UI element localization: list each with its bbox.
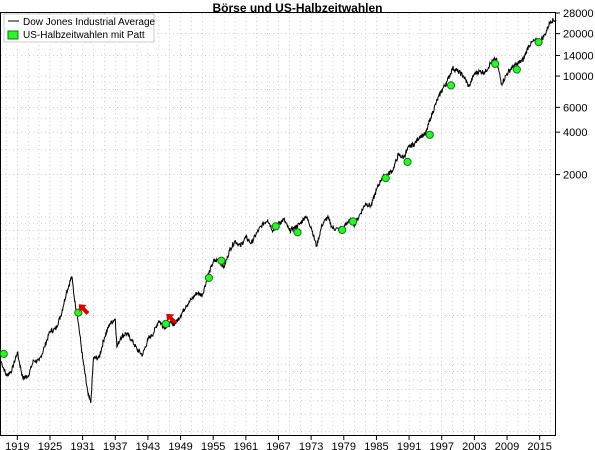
midterm-marker: [446, 81, 456, 90]
x-tick-label: 1919: [5, 441, 29, 450]
midterm-marker: [425, 130, 434, 139]
midterm-marker: [161, 319, 170, 328]
x-tick-label: 1943: [136, 441, 160, 450]
x-tick-label: 1925: [38, 441, 62, 450]
y-tick-label: 28000: [563, 8, 594, 20]
x-tick-label: 1985: [364, 441, 388, 450]
midterm-marker: [293, 228, 302, 237]
x-tick-label: 2009: [495, 441, 519, 450]
midterm-marker: [0, 349, 8, 358]
red-arrow-shape: [78, 304, 90, 315]
midterm-marker: [491, 59, 500, 68]
legend-label-halbzeitwahlen: US-Halbzeitwahlen mit Patt: [23, 30, 145, 41]
x-tick-label: 1961: [234, 441, 258, 450]
x-tick-label: 1967: [266, 441, 290, 450]
red-arrow: [166, 313, 177, 325]
x-tick-label: 1949: [168, 441, 192, 450]
legend: Dow Jones Industrial Average US-Halbzeit…: [3, 13, 156, 43]
x-tick-label: 1937: [103, 441, 127, 450]
legend-marker-swatch: [7, 30, 19, 40]
chart-title: Börse und US-Halbzeitwahlen: [212, 1, 383, 15]
midterm-marker: [217, 256, 226, 265]
axes: 1919 1925 1931 1937 1943 1949 1955 1961 1967 1973…: [5, 8, 594, 450]
x-tick-label: 1973: [299, 441, 323, 450]
y-tick-label: 20000: [563, 29, 594, 41]
y-tick-label: 2000: [563, 170, 587, 182]
y-tick-label: 14000: [563, 50, 594, 62]
midterm-marker: [512, 65, 521, 74]
red-arrow: [78, 304, 90, 315]
red-arrow-shape: [166, 313, 177, 325]
legend-box: [3, 13, 155, 43]
midterm-marker: [204, 273, 213, 282]
midterm-marker: [381, 174, 390, 183]
x-tick-label: 1931: [70, 441, 94, 450]
midterm-marker: [338, 225, 347, 235]
plot-area-frame: [0, 12, 556, 436]
midterm-marker: [348, 217, 358, 226]
midterm-marker: [403, 157, 412, 166]
midterm-marker: [534, 38, 543, 47]
x-tick-label: 1979: [332, 441, 356, 450]
legend-label-dow-jones: Dow Jones Industrial Average: [23, 17, 156, 28]
x-tick-label: 2015: [527, 441, 551, 450]
x-tick-label: 2003: [462, 441, 486, 450]
x-tick-label: 1955: [201, 441, 225, 450]
y-tick-label: 6000: [563, 102, 587, 114]
y-tick-label: 4000: [563, 127, 587, 139]
y-tick-label: 10000: [563, 71, 594, 83]
marker-group: [0, 38, 543, 358]
grid: [1, 12, 556, 436]
x-tick-label: 1991: [397, 441, 421, 450]
annotations: [78, 304, 177, 325]
x-tick-label: 1997: [429, 441, 453, 450]
midterm-marker: [271, 222, 280, 231]
